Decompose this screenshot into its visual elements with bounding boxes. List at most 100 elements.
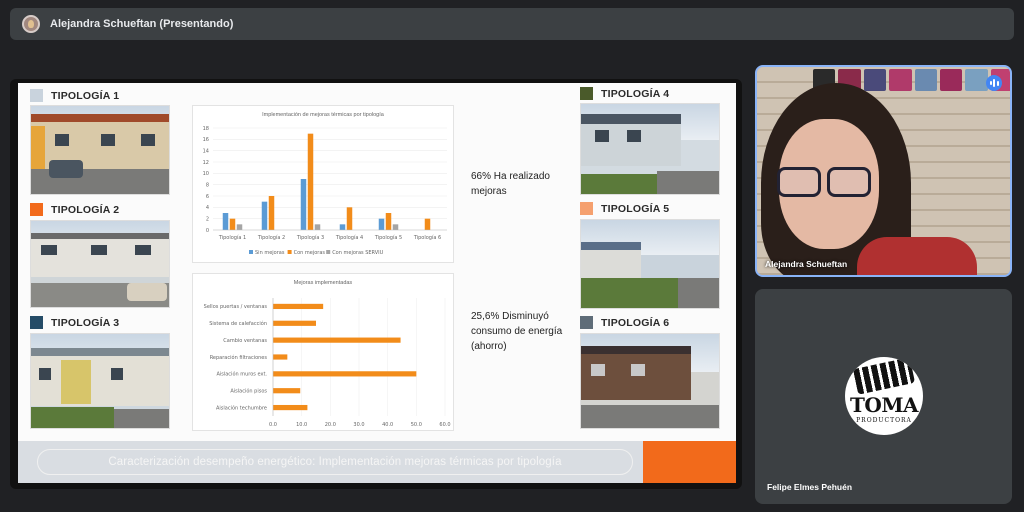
bar [268,196,275,230]
bar [229,218,236,230]
chart-2-title: Mejoras implementadas [293,280,353,286]
category-label: Aislación muros ext. [216,371,267,378]
y-tick-label: 6 [206,194,209,200]
category-label: Aislación techumbre [216,404,267,411]
typology-4-label: TIPOLOGÍA 4 [580,87,669,100]
participant-video-main[interactable]: Alejandra Schueftan [755,65,1012,277]
slide: TIPOLOGÍA 1 TIPOLOGÍA 2 TIPOLOGÍA 3 TIPO… [18,83,736,483]
typology-2-text: TIPOLOGÍA 2 [51,203,120,216]
poster [914,69,937,91]
x-tick-label: 20.0 [325,422,336,428]
bar [378,218,385,230]
film-strip-icon [852,357,916,395]
poster [965,69,988,91]
bar [222,213,229,230]
y-tick-label: 4 [206,205,209,211]
x-tick-label: 60.0 [439,422,450,428]
legend-swatch [326,250,331,254]
x-tick-label: Tipología 6 [413,234,441,241]
x-tick-label: Tipología 2 [257,234,285,241]
x-tick-label: Tipología 1 [218,234,246,241]
x-tick-label: Tipología 5 [374,234,402,241]
bar [385,213,392,230]
legend-swatch [287,250,292,254]
bar [424,218,431,230]
bar [273,320,316,326]
stat-energy-savings: 25,6% Disminuyó consumo de energía (ahor… [471,311,563,352]
logo-title: TOMA [850,393,918,417]
bar [236,224,243,230]
typology-2-swatch [30,203,43,216]
glasses [771,167,881,201]
participant-name-second: Felipe Elmes Pehuén [767,482,853,492]
typology-4-swatch [580,87,593,100]
bar [273,388,301,394]
typology-5-swatch [580,202,593,215]
y-tick-label: 2 [206,216,209,222]
poster [863,69,887,91]
x-tick-label: Tipología 4 [335,234,363,241]
stat-improvements: 66% Ha realizado mejoras [471,171,550,197]
bar [300,179,307,230]
bar [339,224,346,230]
typology-1-photo [30,105,170,195]
bar [392,224,399,230]
category-label: Aislación pisos [230,388,267,395]
bar [273,371,417,377]
legend-swatch [249,250,253,254]
typology-6-label: TIPOLOGÍA 6 [580,316,669,329]
bar [273,354,288,360]
typology-6-photo [580,333,720,429]
thermal-improvements-chart: Implementación de mejoras térmicas por t… [192,105,454,263]
banner-accent [643,441,736,483]
bar [273,337,401,343]
x-tick-label: 40.0 [382,422,393,428]
poster [939,69,963,91]
typology-5-photo [580,219,720,309]
y-tick-label: 14 [203,148,209,154]
bar [261,201,268,230]
y-tick-label: 0 [206,228,209,234]
typology-5-text: TIPOLOGÍA 5 [601,202,670,215]
implemented-improvements-chart: Mejoras implementadas 0.0 10.0 20.0 30.0 40.… [192,273,454,431]
chart-2-svg: 0.0 10.0 20.0 30.0 40.0 50.0 60.0 Sellos puerta… [204,298,451,428]
typology-4-text: TIPOLOGÍA 4 [601,87,670,100]
y-tick-label: 12 [203,160,209,166]
poster-strip [813,69,1010,91]
y-tick-label: 18 [203,126,209,132]
person-shirt [857,237,977,275]
typology-6-text: TIPOLOGÍA 6 [601,316,670,329]
typology-5-label: TIPOLOGÍA 5 [580,202,669,215]
typology-3-text: TIPOLOGÍA 3 [51,316,120,329]
participant-name-main: Alejandra Schueftan [765,259,848,269]
legend-label: Con mejoras [294,250,326,256]
participant-tile-second[interactable]: TOMA PRODUCTORA Felipe Elmes Pehuén [755,289,1012,504]
typology-3-label: TIPOLOGÍA 3 [30,316,119,329]
typology-1-label: TIPOLOGÍA 1 [30,89,119,102]
typology-3-swatch [30,316,43,329]
slide-banner: Caracterización desempeño energético: Im… [18,441,643,483]
typology-1-text: TIPOLOGÍA 1 [51,89,120,102]
logo-subtitle: PRODUCTORA [856,417,912,424]
y-tick-label: 8 [206,182,209,188]
chart-1-title: Implementación de mejoras térmicas por t… [262,112,384,118]
speaking-indicator-icon [986,75,1002,91]
x-tick-label: 50.0 [411,422,422,428]
productora-logo: TOMA PRODUCTORA [845,357,923,435]
banner-pill: Caracterización desempeño energético: Im… [37,449,633,475]
banner-text: Caracterización desempeño energético: Im… [108,456,562,468]
shared-screen: TIPOLOGÍA 1 TIPOLOGÍA 2 TIPOLOGÍA 3 TIPO… [10,79,742,489]
bar [273,404,308,411]
typology-4-photo [580,103,720,195]
presenter-bar: Alejandra Schueftan (Presentando) [10,8,1014,40]
presenter-avatar-icon [22,15,40,33]
category-label: Sellos puertas / ventanas [204,304,268,310]
typology-2-photo [30,220,170,308]
chart-1-svg: 0 2 4 6 8 10 12 14 16 18 Tipología 1 Tipología 2 Tip… [203,126,447,256]
x-tick-label: 30.0 [353,422,364,428]
x-tick-label: 10.0 [296,422,307,428]
poster [889,69,912,91]
legend-label: Con mejoras SERVIU [332,250,383,256]
legend-label: Sin mejoras [255,250,285,256]
typology-2-label: TIPOLOGÍA 2 [30,203,119,216]
